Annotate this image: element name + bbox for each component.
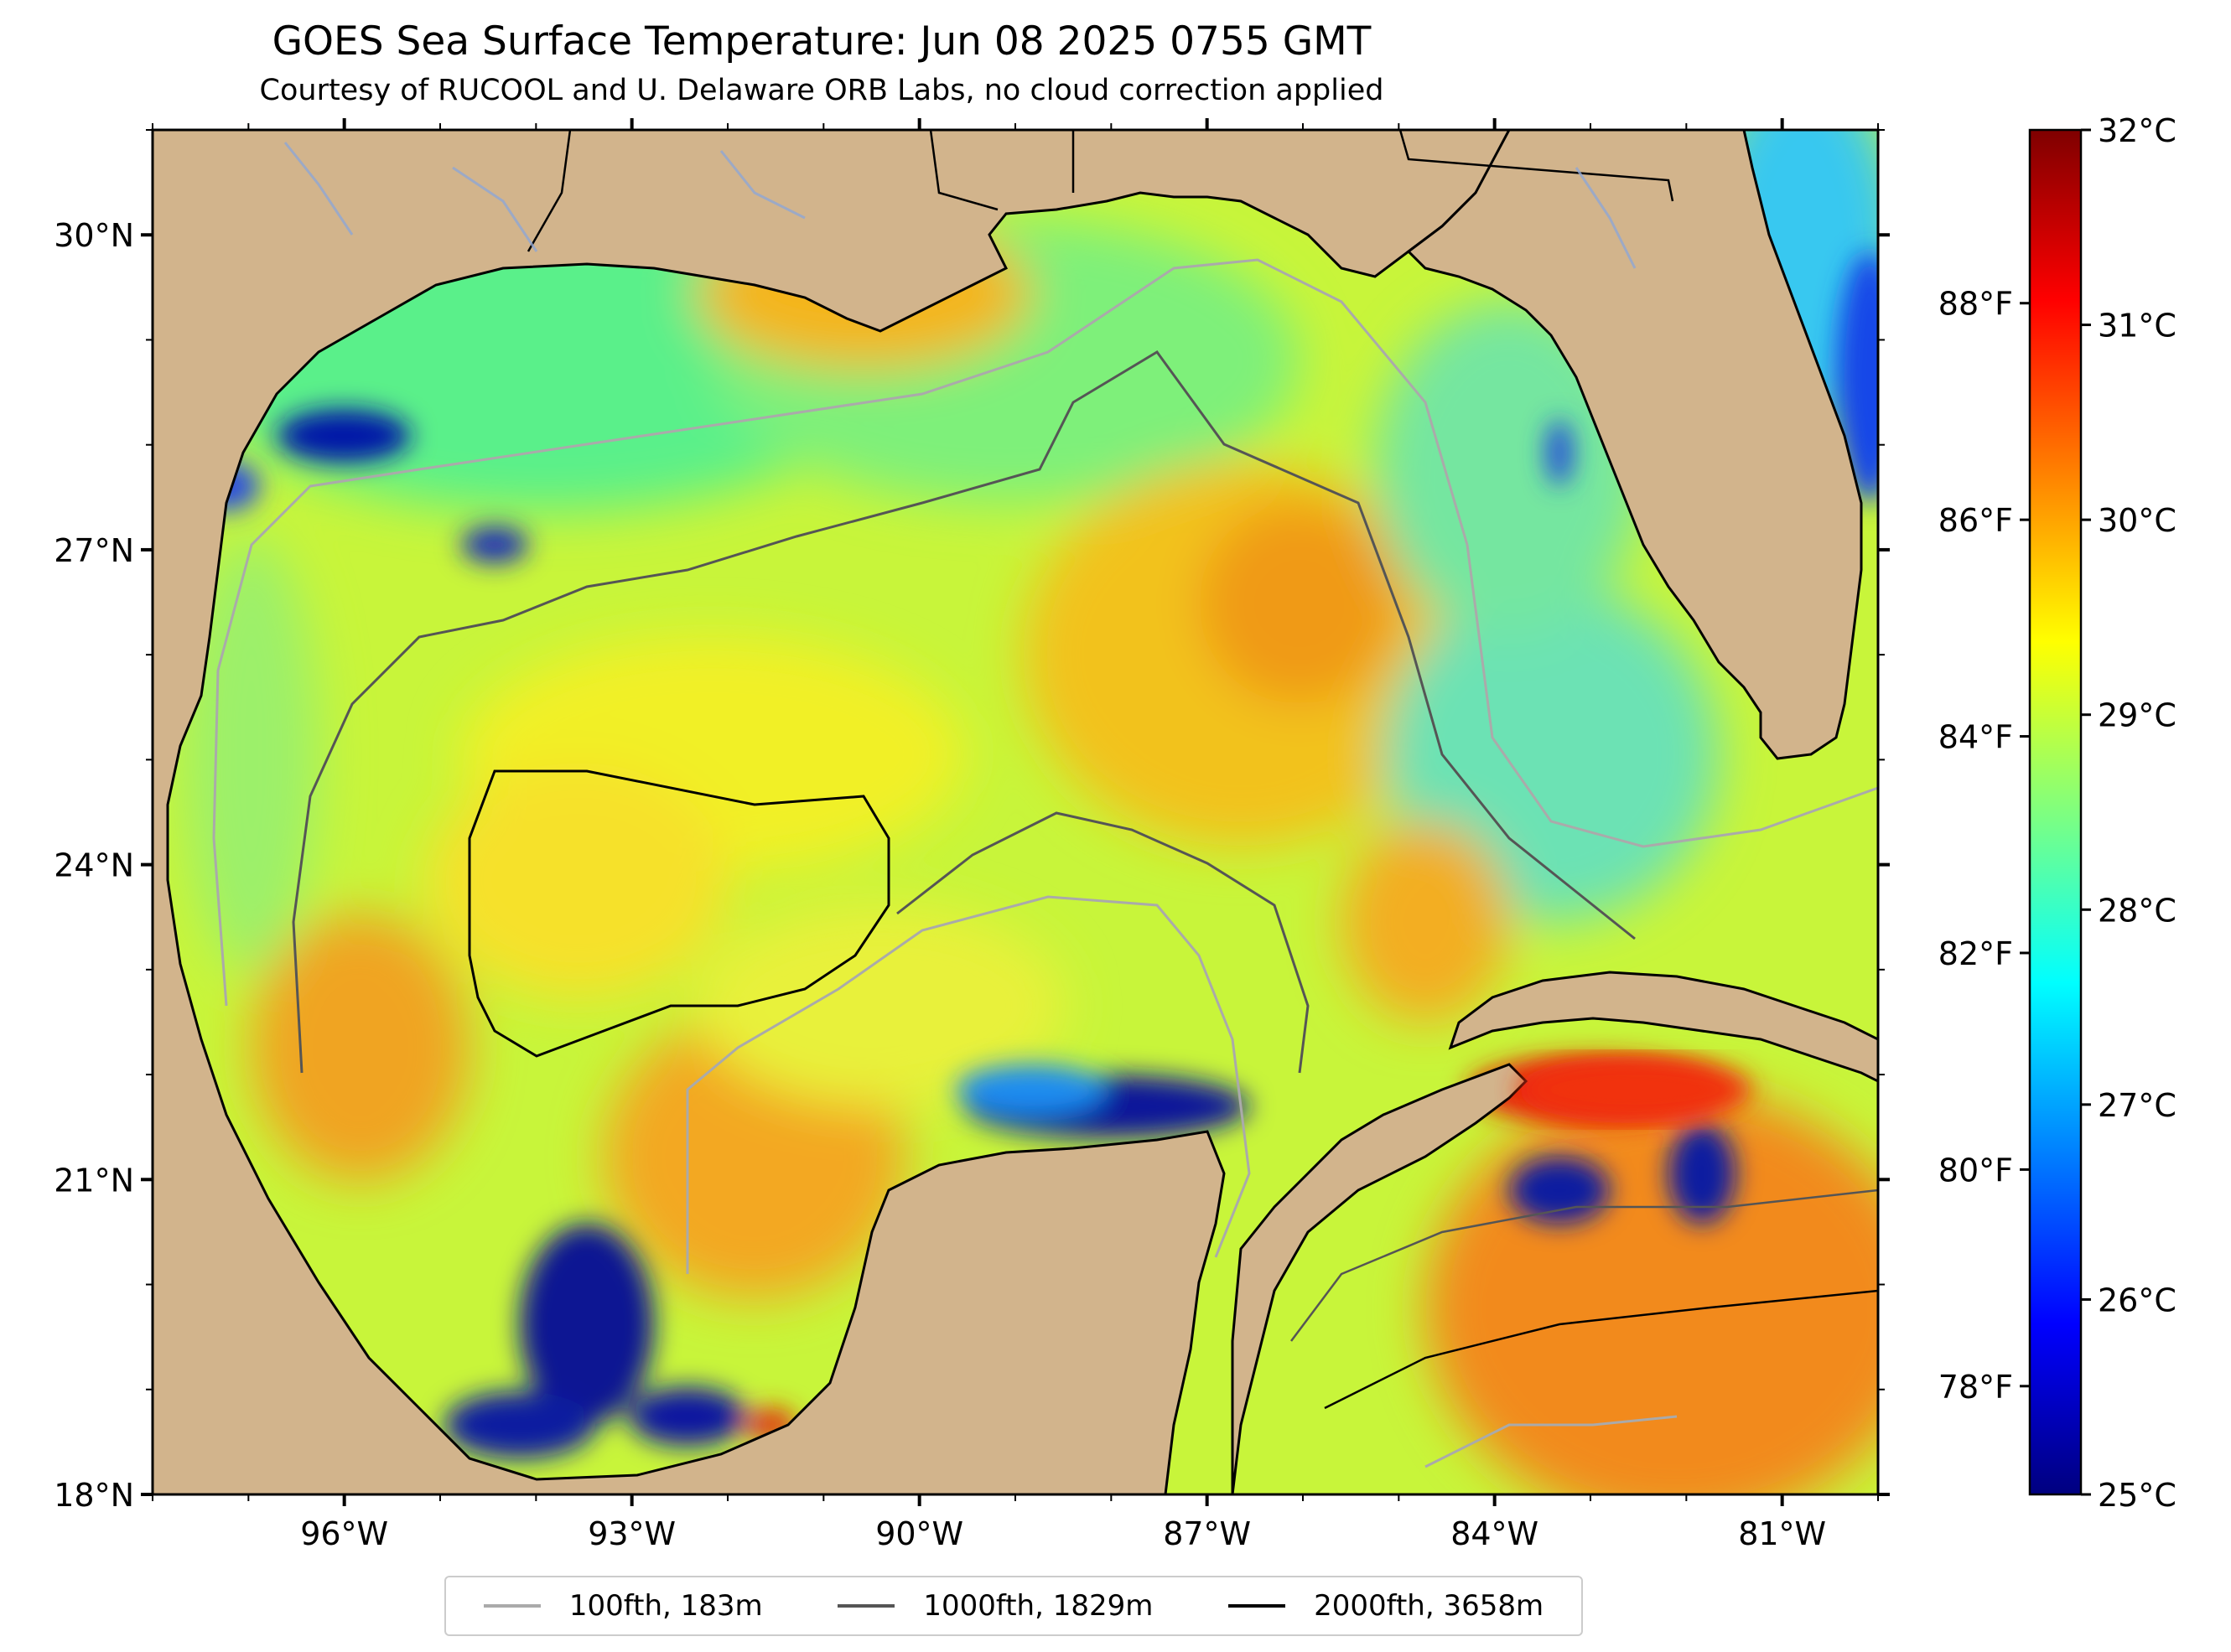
lon-label: 81°W [1738,1515,1826,1552]
lon-label: 84°W [1450,1515,1538,1552]
colorbar-fahrenheit-label: 88°F [1938,286,2013,323]
map-title: GOES Sea Surface Temperature: Jun 08 202… [272,18,1372,65]
legend-line-1000fth [838,1604,895,1608]
legend-item-1000fth: 1000fth, 1829m [838,1589,1153,1623]
map-subtitle: Courtesy of RUCOOL and U. Delaware ORB L… [259,74,1384,107]
legend-label-2000fth: 2000fth, 3658m [1314,1589,1544,1623]
state-borders [527,130,1674,252]
colorbar-celsius-label: 31°C [2098,308,2177,344]
colorbar-fahrenheit-label: 84°F [1938,719,2013,756]
lat-label: 18°N [54,1477,134,1514]
legend-item-2000fth: 2000fth, 3658m [1228,1589,1544,1623]
colorbar-celsius-label: 29°C [2098,697,2177,734]
bathymetry-contours [212,258,1878,1468]
colorbar-fahrenheit-label: 86°F [1938,502,2013,539]
colorbar-celsius-label: 32°C [2098,112,2177,149]
map-plot-area [153,130,1878,1494]
rivers [283,142,1637,269]
lat-label: 27°N [54,532,134,569]
colorbar-fahrenheit-label: 82°F [1938,935,2013,972]
sst-cold-features [193,251,1878,1458]
colorbar-celsius-label: 28°C [2098,892,2177,929]
lon-label: 93°W [588,1515,676,1552]
lon-label: 96°W [300,1515,388,1552]
legend-label-100fth: 100fth, 183m [568,1589,763,1623]
colorbar-fahrenheit-label: 78°F [1938,1369,2013,1406]
lat-label: 30°N [54,217,134,254]
lat-label: 21°N [54,1162,134,1199]
legend-item-100fth: 100fth, 183m [483,1589,763,1623]
legend-label-1000fth: 1000fth, 1829m [923,1589,1154,1623]
lat-label: 24°N [54,847,134,884]
lon-label: 90°W [875,1515,963,1552]
colorbar-celsius-label: 30°C [2098,502,2177,539]
legend-line-100fth [483,1604,541,1608]
cuba-warm-waters [1518,1056,1752,1123]
axis-layer: 30°N 27°N 24°N 21°N 18°N 96°W 93°W 90°W 87°W 84°W… [54,112,2177,1552]
colorbar-fahrenheit-label: 80°F [1938,1152,2013,1189]
land [153,130,1878,1494]
lon-label: 87°W [1163,1515,1251,1552]
colorbar-celsius-label: 27°C [2098,1087,2177,1124]
colorbar [2028,128,2083,1496]
colorbar-celsius-label: 25°C [2098,1477,2177,1514]
colorbar-celsius-label: 26°C [2098,1282,2177,1318]
bathymetry-legend: 100fth, 183m 1000fth, 1829m 2000fth, 365… [444,1576,1583,1636]
legend-line-2000fth [1228,1604,1286,1608]
